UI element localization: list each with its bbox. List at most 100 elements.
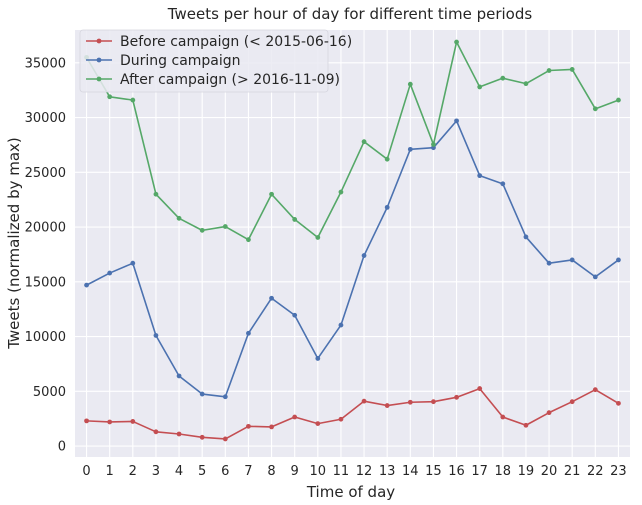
x-tick-label: 16 — [448, 464, 465, 479]
data-point — [454, 39, 459, 45]
legend: Before campaign (< 2015-06-16) During cam… — [79, 29, 352, 93]
data-point — [431, 142, 436, 147]
data-point — [107, 419, 113, 425]
legend-box — [79, 29, 329, 93]
data-point — [222, 436, 228, 442]
data-point — [361, 139, 367, 145]
data-point — [130, 419, 136, 424]
data-point — [292, 312, 298, 318]
data-point — [569, 257, 575, 263]
y-tick-label: 30000 — [25, 111, 66, 126]
x-tick-label: 21 — [564, 464, 581, 479]
data-point — [546, 68, 552, 73]
data-point — [523, 81, 529, 87]
x-tick-label: 5 — [198, 464, 206, 479]
y-tick-label: 0 — [58, 440, 66, 455]
data-point — [477, 84, 483, 90]
data-point — [269, 424, 274, 430]
data-point — [246, 237, 251, 243]
x-tick-label: 14 — [402, 464, 419, 479]
x-tick-label: 8 — [267, 464, 275, 479]
x-tick-label: 6 — [221, 464, 229, 479]
data-point — [269, 295, 274, 301]
legend-item: During campaign — [86, 53, 241, 69]
data-point — [384, 156, 390, 162]
x-tick-label: 12 — [356, 464, 373, 479]
data-point — [130, 97, 136, 103]
y-tick-label: 5000 — [33, 385, 66, 400]
x-tick-label: 10 — [310, 464, 327, 479]
data-point — [176, 215, 182, 221]
data-point — [384, 403, 390, 408]
data-point — [500, 181, 506, 187]
data-point — [592, 387, 598, 393]
data-point — [454, 394, 459, 400]
data-point — [338, 189, 344, 195]
data-point — [84, 418, 89, 424]
legend-label: After campaign (> 2016-11-09) — [120, 72, 340, 88]
y-tick-label: 20000 — [25, 221, 66, 236]
data-point — [246, 330, 251, 336]
x-tick-label: 19 — [518, 464, 535, 479]
legend-swatch-marker — [96, 76, 102, 82]
data-point — [592, 106, 598, 112]
data-point — [153, 333, 159, 338]
data-point — [107, 270, 113, 276]
x-tick-label: 20 — [541, 464, 558, 479]
legend-swatch-marker — [96, 38, 102, 44]
legend-swatch-marker — [96, 57, 102, 63]
x-tick-label: 17 — [471, 464, 488, 479]
data-point — [153, 191, 159, 197]
data-point — [222, 394, 228, 400]
x-tick-label: 4 — [175, 464, 183, 479]
data-point — [454, 118, 459, 124]
legend-label: Before campaign (< 2015-06-16) — [120, 34, 352, 50]
x-tick-label: 3 — [152, 464, 160, 479]
legend-item: After campaign (> 2016-11-09) — [86, 72, 340, 88]
data-point — [384, 204, 390, 210]
data-point — [616, 400, 621, 406]
series-2 — [84, 39, 621, 243]
data-point — [616, 257, 621, 263]
x-tick-label: 23 — [610, 464, 627, 479]
chart-title: Tweets per hour of day for different tim… — [167, 5, 533, 23]
data-point — [130, 260, 136, 266]
data-point — [431, 399, 436, 405]
data-point — [546, 410, 552, 416]
data-point — [292, 217, 298, 222]
series-line — [86, 120, 619, 398]
series-group — [84, 39, 621, 442]
data-point — [222, 224, 228, 229]
x-axis-title: Time of day — [306, 483, 395, 501]
data-point — [107, 94, 113, 100]
data-point — [361, 398, 367, 404]
data-point — [176, 431, 182, 437]
y-tick-label: 15000 — [25, 275, 66, 290]
series-line — [85, 41, 619, 241]
data-point — [477, 173, 483, 179]
data-point — [269, 191, 274, 197]
x-tick-label: 1 — [106, 464, 114, 479]
data-point — [246, 423, 251, 429]
data-point — [546, 260, 552, 266]
x-ticks: 0 1 2 3 4 5 6 7 8 9 10 11 12 13 14 15 16 17 18 19 20 21 22 23 — [82, 464, 626, 479]
data-point — [176, 373, 182, 379]
data-point — [199, 434, 205, 440]
data-point — [315, 235, 321, 240]
data-point — [407, 81, 413, 87]
x-tick-label: 7 — [244, 464, 252, 479]
y-axis-title: Tweets (normalized by max) — [5, 137, 23, 350]
legend-label: During campaign — [120, 53, 241, 69]
data-point — [338, 416, 344, 422]
data-point — [569, 399, 575, 405]
grid — [75, 30, 630, 457]
y-ticks: 0 5000 10000 15000 20000 25000 30000 35000 — [25, 56, 66, 454]
x-tick-label: 15 — [425, 464, 442, 479]
data-point — [338, 322, 344, 328]
x-tick-label: 22 — [587, 464, 604, 479]
data-point — [407, 146, 413, 152]
data-point — [199, 391, 205, 397]
x-tick-label: 11 — [333, 464, 350, 479]
series-line — [86, 387, 619, 440]
